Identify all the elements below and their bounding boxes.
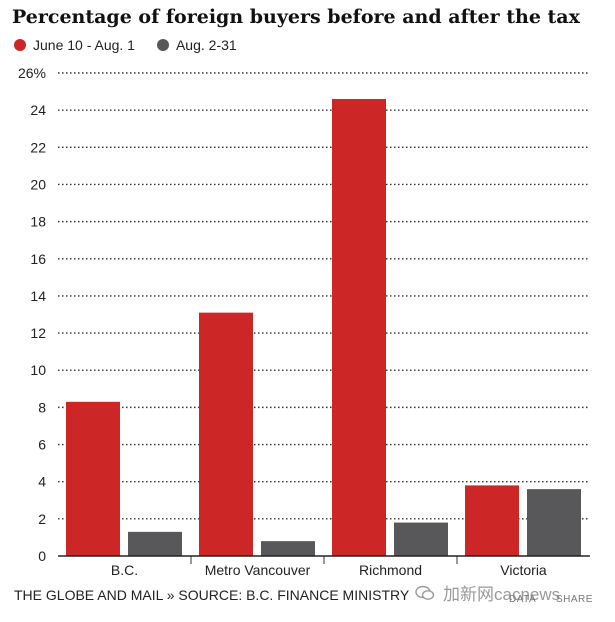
legend-swatch-series-1: [14, 39, 26, 51]
x-tick-label: Richmond: [359, 562, 422, 578]
bar: [128, 531, 182, 556]
y-tick-label: 14: [30, 288, 46, 304]
y-tick-label: 8: [38, 399, 46, 415]
legend-swatch-series-2: [156, 39, 169, 51]
legend-item-series-1: June 10 - Aug. 1: [14, 37, 135, 53]
legend: June 10 - Aug. 1 Aug. 2-31: [14, 37, 259, 53]
x-tick-label: Metro Vancouver: [205, 562, 311, 578]
y-tick-label: 20: [30, 176, 46, 192]
chart-title: Percentage of foreign buyers before and …: [12, 6, 580, 28]
data-link[interactable]: DATA: [509, 594, 537, 605]
share-link[interactable]: SHARE: [556, 594, 593, 605]
bar: [261, 541, 315, 556]
bar: [332, 99, 386, 556]
legend-item-series-2: Aug. 2-31: [156, 37, 237, 53]
legend-label-series-2: Aug. 2-31: [175, 37, 237, 53]
y-tick-label: 16: [30, 251, 46, 267]
y-tick-label: 12: [30, 325, 46, 341]
y-tick-label: 4: [38, 474, 46, 490]
x-tick-label: Victoria: [500, 562, 547, 578]
source-credit: THE GLOBE AND MAIL » SOURCE: B.C. FINANC…: [14, 587, 410, 603]
watermark: 加新网cacnews: [415, 580, 560, 605]
y-tick-label: 18: [30, 214, 46, 230]
wechat-icon: [415, 585, 435, 600]
y-tick-label: 0: [38, 548, 46, 564]
watermark-text: 加新网cacnews: [443, 585, 561, 604]
bar: [66, 401, 120, 556]
y-tick-label: 2: [38, 511, 46, 527]
bar: [394, 522, 448, 556]
legend-label-series-1: June 10 - Aug. 1: [33, 37, 135, 53]
y-tick-label: 10: [30, 362, 46, 378]
y-tick-label: 24: [30, 102, 46, 118]
y-tick-label: 6: [38, 437, 46, 453]
y-tick-label: 22: [30, 139, 46, 155]
x-tick-label: B.C.: [111, 562, 138, 578]
y-tick-label: 26%: [18, 65, 46, 81]
bar: [199, 312, 253, 556]
bar: [527, 489, 581, 556]
bar: [465, 485, 519, 556]
